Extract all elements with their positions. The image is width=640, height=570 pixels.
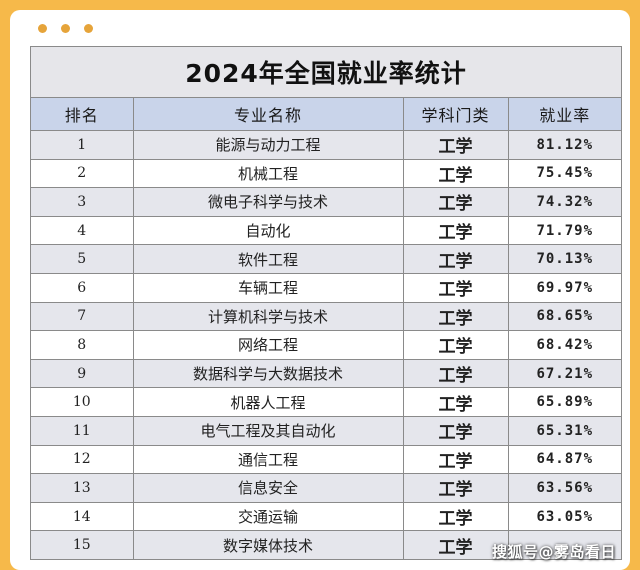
employment-table-sheet: 2024年全国就业率统计 排名 专业名称 学科门类 就业率 1 能源与动力工程 工学… <box>30 46 622 560</box>
cell-rank: 10 <box>31 387 134 417</box>
cell-category: 工学 <box>403 187 509 217</box>
dot-icon <box>61 24 70 33</box>
cell-major: 机器人工程 <box>133 387 404 417</box>
cell-category: 工学 <box>403 216 509 246</box>
table-body: 1 能源与动力工程 工学 81.12% 2 机械工程 工学 75.45% 3 微电子科学与技术 工学… <box>31 130 621 560</box>
cell-rate: 63.56% <box>508 473 621 503</box>
table-row: 1 能源与动力工程 工学 81.12% <box>31 130 621 160</box>
cell-rank: 6 <box>31 273 134 303</box>
cell-rank: 8 <box>31 330 134 360</box>
table-row: 5 软件工程 工学 70.13% <box>31 244 621 274</box>
cell-major: 通信工程 <box>133 445 404 475</box>
cell-category: 工学 <box>403 330 509 360</box>
cell-rate: 69.97% <box>508 273 621 303</box>
cell-rank: 15 <box>31 530 134 560</box>
cell-category: 工学 <box>403 159 509 189</box>
cell-major: 计算机科学与技术 <box>133 302 404 332</box>
cell-rate: 65.31% <box>508 416 621 446</box>
cell-rate: 68.65% <box>508 302 621 332</box>
cell-category: 工学 <box>403 387 509 417</box>
cell-rank: 14 <box>31 502 134 532</box>
table-row: 2 机械工程 工学 75.45% <box>31 159 621 189</box>
cell-major: 电气工程及其自动化 <box>133 416 404 446</box>
employment-table: 排名 专业名称 学科门类 就业率 1 能源与动力工程 工学 81.12% 2 机械工程 工学… <box>31 98 621 560</box>
cell-rank: 7 <box>31 302 134 332</box>
cell-category: 工学 <box>403 130 509 160</box>
cell-major: 机械工程 <box>133 159 404 189</box>
dot-icon <box>84 24 93 33</box>
table-row: 4 自动化 工学 71.79% <box>31 216 621 246</box>
cell-rank: 3 <box>31 187 134 217</box>
column-header-rank: 排名 <box>31 98 134 131</box>
cell-category: 工学 <box>403 302 509 332</box>
table-row: 7 计算机科学与技术 工学 68.65% <box>31 302 621 332</box>
cell-rate: 65.89% <box>508 387 621 417</box>
cell-rate: 63.05% <box>508 502 621 532</box>
card: 2024年全国就业率统计 排名 专业名称 学科门类 就业率 1 能源与动力工程 工学… <box>10 10 630 570</box>
table-row: 12 通信工程 工学 64.87% <box>31 445 621 475</box>
table-row: 3 微电子科学与技术 工学 74.32% <box>31 187 621 217</box>
cell-category: 工学 <box>403 530 509 560</box>
cell-category: 工学 <box>403 359 509 389</box>
table-header-row: 排名 专业名称 学科门类 就业率 <box>31 98 621 131</box>
cell-major: 数据科学与大数据技术 <box>133 359 404 389</box>
cell-category: 工学 <box>403 273 509 303</box>
dot-icon <box>38 24 47 33</box>
table-title: 2024年全国就业率统计 <box>31 47 621 98</box>
table-row: 15 数字媒体技术 工学 <box>31 530 621 560</box>
column-header-major: 专业名称 <box>133 98 404 131</box>
cell-major: 信息安全 <box>133 473 404 503</box>
cell-rank: 13 <box>31 473 134 503</box>
table-row: 14 交通运输 工学 63.05% <box>31 502 621 532</box>
cell-major: 网络工程 <box>133 330 404 360</box>
cell-rate <box>508 530 621 560</box>
watermark: 搜狐号@雾岛看日 <box>491 543 616 561</box>
cell-rate: 68.42% <box>508 330 621 360</box>
table-row: 8 网络工程 工学 68.42% <box>31 330 621 360</box>
cell-major: 数字媒体技术 <box>133 530 404 560</box>
cell-major: 车辆工程 <box>133 273 404 303</box>
cell-major: 能源与动力工程 <box>133 130 404 160</box>
cell-major: 自动化 <box>133 216 404 246</box>
window-dots <box>38 24 93 33</box>
cell-major: 软件工程 <box>133 244 404 274</box>
cell-category: 工学 <box>403 473 509 503</box>
cell-category: 工学 <box>403 445 509 475</box>
cell-rate: 81.12% <box>508 130 621 160</box>
table-row: 11 电气工程及其自动化 工学 65.31% <box>31 416 621 446</box>
cell-rank: 2 <box>31 159 134 189</box>
cell-major: 交通运输 <box>133 502 404 532</box>
cell-category: 工学 <box>403 244 509 274</box>
cell-rank: 1 <box>31 130 134 160</box>
cell-category: 工学 <box>403 416 509 446</box>
cell-rank: 4 <box>31 216 134 246</box>
cell-rank: 9 <box>31 359 134 389</box>
cell-rate: 75.45% <box>508 159 621 189</box>
table-row: 6 车辆工程 工学 69.97% <box>31 273 621 303</box>
column-header-category: 学科门类 <box>403 98 509 131</box>
table-row: 10 机器人工程 工学 65.89% <box>31 387 621 417</box>
cell-major: 微电子科学与技术 <box>133 187 404 217</box>
cell-rate: 74.32% <box>508 187 621 217</box>
column-header-rate: 就业率 <box>508 98 621 131</box>
cell-rate: 67.21% <box>508 359 621 389</box>
cell-category: 工学 <box>403 502 509 532</box>
cell-rank: 11 <box>31 416 134 446</box>
cell-rate: 64.87% <box>508 445 621 475</box>
table-row: 9 数据科学与大数据技术 工学 67.21% <box>31 359 621 389</box>
table-row: 13 信息安全 工学 63.56% <box>31 473 621 503</box>
cell-rate: 71.79% <box>508 216 621 246</box>
cell-rank: 5 <box>31 244 134 274</box>
cell-rate: 70.13% <box>508 244 621 274</box>
cell-rank: 12 <box>31 445 134 475</box>
